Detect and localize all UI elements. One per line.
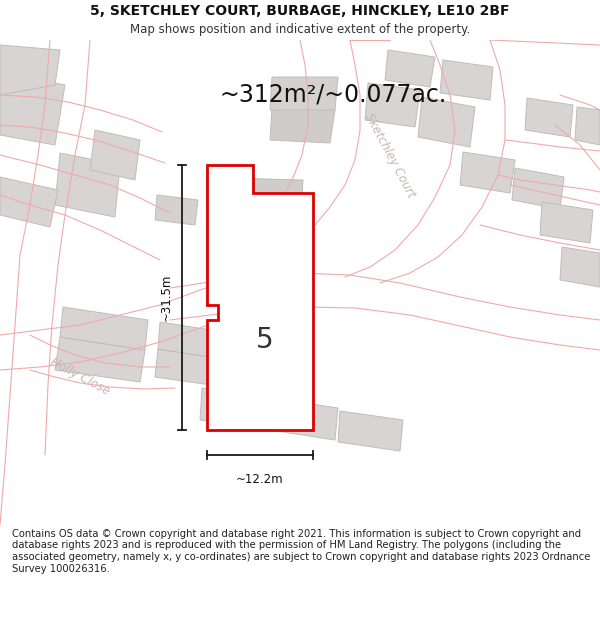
Polygon shape	[207, 165, 313, 430]
Polygon shape	[365, 83, 420, 127]
Polygon shape	[228, 178, 303, 242]
Polygon shape	[155, 195, 198, 225]
Polygon shape	[460, 152, 515, 193]
Text: 5, SKETCHLEY COURT, BURBAGE, HINCKLEY, LE10 2BF: 5, SKETCHLEY COURT, BURBAGE, HINCKLEY, L…	[90, 4, 510, 18]
Text: ~31.5m: ~31.5m	[160, 274, 173, 321]
Polygon shape	[560, 247, 600, 287]
Polygon shape	[418, 97, 475, 147]
Polygon shape	[338, 411, 403, 451]
Text: Sketchley Court: Sketchley Court	[362, 111, 418, 199]
Polygon shape	[200, 388, 268, 429]
Polygon shape	[270, 77, 338, 110]
Text: 5: 5	[256, 326, 274, 354]
Polygon shape	[60, 307, 148, 350]
Polygon shape	[575, 107, 600, 145]
Polygon shape	[512, 168, 564, 209]
Text: Holly Close: Holly Close	[48, 356, 112, 398]
Polygon shape	[0, 73, 65, 145]
Polygon shape	[0, 177, 58, 227]
Polygon shape	[540, 202, 593, 243]
Polygon shape	[385, 50, 435, 87]
Polygon shape	[155, 349, 228, 387]
Polygon shape	[90, 130, 140, 180]
Polygon shape	[0, 45, 60, 95]
Polygon shape	[525, 98, 573, 137]
Text: Map shows position and indicative extent of the property.: Map shows position and indicative extent…	[130, 24, 470, 36]
Polygon shape	[158, 322, 230, 360]
Polygon shape	[440, 60, 493, 100]
Polygon shape	[270, 398, 338, 440]
Polygon shape	[55, 337, 145, 382]
Polygon shape	[270, 107, 335, 143]
Polygon shape	[230, 360, 302, 397]
Text: Contains OS data © Crown copyright and database right 2021. This information is : Contains OS data © Crown copyright and d…	[12, 529, 590, 574]
Text: ~12.2m: ~12.2m	[236, 473, 284, 486]
Polygon shape	[55, 153, 120, 217]
Text: ~312m²/~0.077ac.: ~312m²/~0.077ac.	[220, 83, 447, 107]
